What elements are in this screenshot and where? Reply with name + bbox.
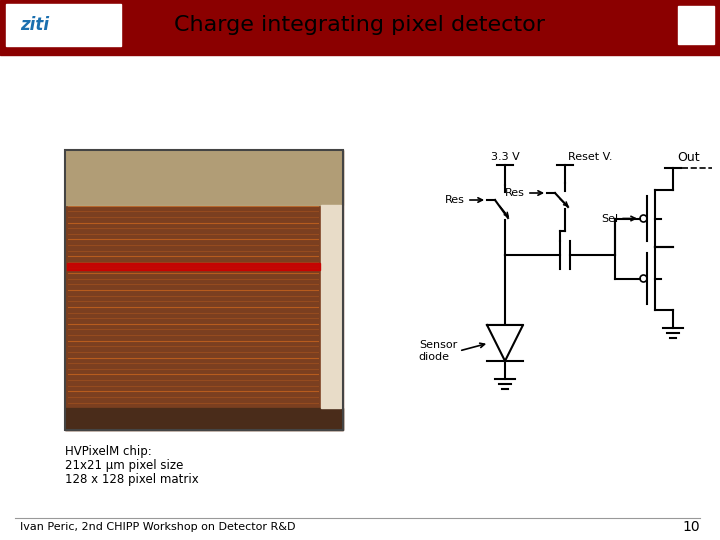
Text: Out: Out	[677, 151, 700, 164]
Text: Ivan Peric, 2nd CHIPP Workshop on Detector R&D: Ivan Peric, 2nd CHIPP Workshop on Detect…	[20, 522, 295, 532]
Bar	[65, 150, 343, 205]
Text: ziti: ziti	[20, 16, 50, 34]
Text: 10: 10	[683, 520, 700, 534]
Text: Res: Res	[445, 195, 465, 205]
Bar	[678, 6, 714, 44]
Text: Sel: Sel	[601, 213, 618, 224]
Bar	[65, 150, 343, 430]
Bar	[0, 0, 720, 50]
Bar	[67, 263, 320, 270]
Text: 128 x 128 pixel matrix: 128 x 128 pixel matrix	[65, 473, 199, 486]
Text: Res: Res	[505, 188, 525, 198]
Text: Charge integrating pixel detector: Charge integrating pixel detector	[174, 15, 546, 35]
Bar	[321, 205, 341, 408]
Bar	[65, 150, 343, 430]
Text: 3.3 V: 3.3 V	[490, 152, 519, 162]
Bar	[65, 408, 343, 430]
Polygon shape	[487, 325, 523, 361]
Text: HVPixelM chip:: HVPixelM chip:	[65, 445, 152, 458]
Text: Sensor
diode: Sensor diode	[419, 340, 457, 362]
Text: 21x21 µm pixel size: 21x21 µm pixel size	[65, 459, 184, 472]
Bar	[6, 4, 121, 46]
Text: Reset V.: Reset V.	[568, 152, 613, 162]
Bar	[0, 50, 720, 55]
